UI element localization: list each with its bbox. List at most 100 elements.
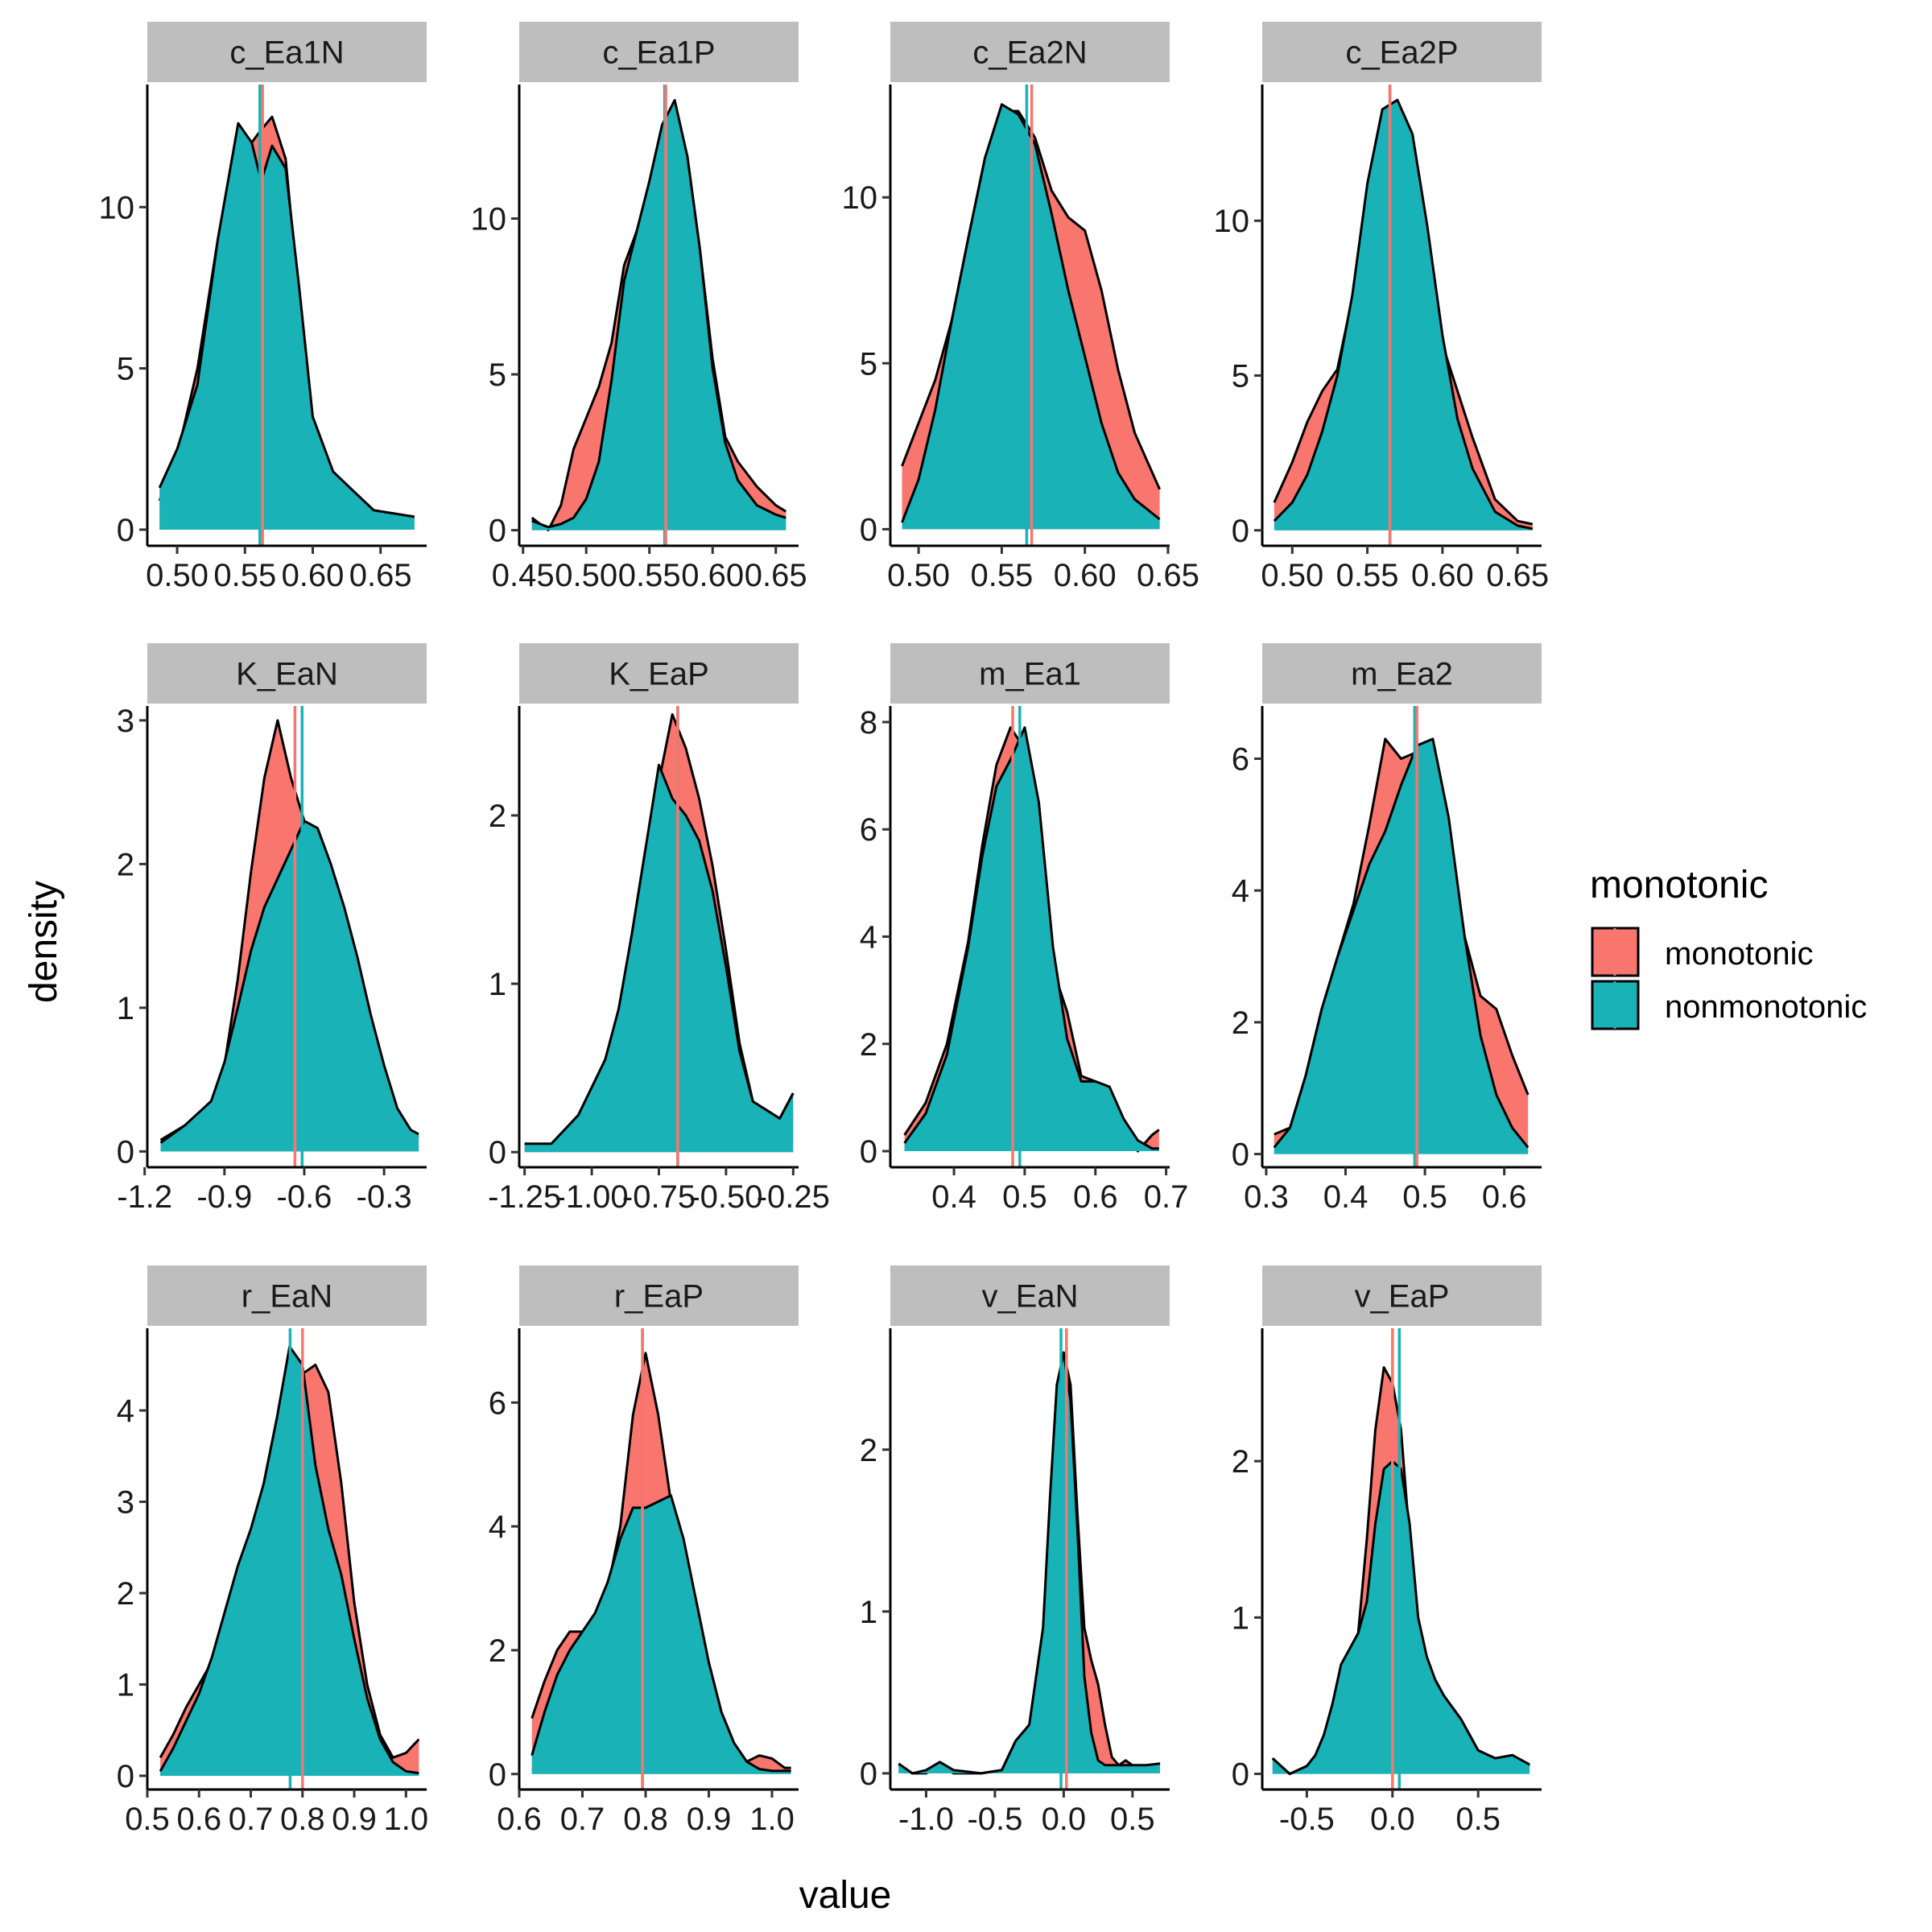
y-tick-label: 3	[117, 704, 134, 739]
plot-area	[530, 1328, 791, 1790]
x-tick-label: 0.4	[1323, 1179, 1368, 1215]
plot-area	[1273, 85, 1534, 546]
panel-title: m_Ea1	[979, 657, 1081, 692]
y-tick-label: 5	[860, 346, 877, 382]
y-tick-label: 5	[1232, 358, 1249, 394]
legend: monotonic monotonic nonmonotonic	[1590, 864, 1867, 1030]
x-tick-label: -1.25	[488, 1179, 561, 1215]
plot-area	[524, 706, 795, 1167]
panel-strip	[890, 1265, 1170, 1326]
x-tick-label: 0.0	[1370, 1802, 1415, 1837]
y-tick-label: 4	[489, 1509, 506, 1545]
panel-k-eap: K_EaP 0 1 2 -1.25-1.00-0.75-0.50-0.25	[488, 643, 830, 1215]
x-tick-label: 0.60	[681, 558, 744, 593]
plot-area	[903, 706, 1160, 1167]
panel-strip	[519, 1265, 799, 1326]
legend-label-nonmonotonic: nonmonotonic	[1665, 989, 1867, 1025]
panel-strip	[1262, 22, 1542, 82]
x-tick-label: 0.55	[618, 558, 681, 593]
x-tick-label: -1.0	[898, 1802, 954, 1837]
y-tick-label: 8	[860, 705, 877, 741]
density-outline-nonmonotonic	[158, 122, 415, 518]
y-tick-label: 0	[117, 1759, 134, 1794]
density-outline-nonmonotonic	[530, 1494, 791, 1773]
panel-title: K_EaN	[236, 657, 338, 692]
density-area-nonmonotonic	[160, 820, 419, 1152]
x-tick-label: 1.0	[383, 1802, 428, 1837]
y-tick-label: 2	[1232, 1444, 1249, 1480]
y-tick-label: 1	[489, 967, 506, 1002]
x-tick-label: 0.50	[887, 558, 950, 593]
density-area-nonmonotonic	[1274, 738, 1529, 1154]
x-tick-label: -0.5	[1279, 1802, 1335, 1837]
y-tick-label: 10	[471, 201, 507, 237]
y-tick-label: 1	[117, 991, 134, 1026]
y-tick-label: 2	[489, 799, 506, 834]
x-tick-label: 0.5	[1002, 1179, 1047, 1215]
x-tick-label: 0.55	[970, 558, 1033, 593]
y-tick-label: 0	[1232, 1137, 1249, 1173]
panel-k-ean: K_EaN 0 1 2 3 -1.2 -0.9 -0.6 -0.3	[117, 643, 427, 1215]
density-area-nonmonotonic	[159, 123, 415, 530]
y-tick-label: 4	[1232, 873, 1249, 909]
x-tick-label: 0.60	[1411, 558, 1474, 593]
x-tick-label: 0.8	[623, 1802, 668, 1837]
x-tick-label: 0.7	[229, 1802, 274, 1837]
x-tick-label: 0.50	[555, 558, 617, 593]
y-tick-label: 4	[860, 920, 877, 956]
x-tick-label: 0.6	[497, 1802, 542, 1837]
y-tick-label: 0	[860, 1757, 877, 1792]
y-tick-label: 10	[99, 190, 135, 225]
plot-area	[159, 1328, 420, 1790]
density-outline-nonmonotonic	[159, 819, 419, 1144]
density-outline-nonmonotonic	[1273, 98, 1534, 530]
x-tick-label: -0.75	[622, 1179, 696, 1215]
panel-title: r_EaP	[614, 1279, 704, 1315]
y-tick-label: 0	[860, 1134, 877, 1170]
y-tick-label: 0	[489, 514, 506, 549]
panel-strip	[147, 1265, 427, 1326]
x-tick-label: 1.0	[749, 1802, 795, 1837]
y-tick-label: 1	[1232, 1600, 1249, 1636]
x-tick-label: 0.55	[213, 558, 276, 593]
panel-title: v_EaN	[981, 1279, 1078, 1315]
plot-area	[530, 85, 787, 546]
x-tick-label: -0.3	[357, 1179, 412, 1215]
panel-strip	[1262, 1265, 1542, 1326]
y-tick-label: 2	[860, 1027, 877, 1063]
density-area-nonmonotonic	[1274, 100, 1533, 530]
x-tick-label: -0.9	[196, 1179, 252, 1215]
panel-title: m_Ea2	[1351, 657, 1453, 692]
x-tick-label: 0.5	[1110, 1802, 1155, 1837]
x-tick-label: 0.5	[1402, 1179, 1447, 1215]
legend-item-monotonic: monotonic	[1591, 927, 1814, 977]
x-tick-label: -0.25	[757, 1179, 830, 1215]
y-tick-label: 1	[117, 1668, 134, 1703]
panel-title: v_EaP	[1355, 1279, 1450, 1315]
panel-strip	[1262, 643, 1542, 704]
panel-m-ea1: m_Ea1 0 2 4 6 8 0.4 0.5 0.6 0.7	[860, 643, 1189, 1215]
density-outline-nonmonotonic	[1271, 1459, 1530, 1776]
density-area-monotonic	[898, 1352, 1160, 1773]
density-area-nonmonotonic	[531, 1495, 791, 1774]
panel-v-eap: v_EaP 0 1 2 -0.5 0.0 0.5	[1232, 1265, 1542, 1837]
x-tick-label: 0.0	[1042, 1802, 1087, 1837]
density-outline-monotonic	[530, 1352, 791, 1769]
x-tick-label: 0.5	[125, 1802, 170, 1837]
panel-strip	[890, 643, 1170, 704]
x-tick-label: 0.7	[1144, 1179, 1189, 1215]
density-area-nonmonotonic	[1272, 1461, 1530, 1774]
x-tick-label: 0.9	[687, 1802, 732, 1837]
y-axis-title: density	[23, 881, 65, 1003]
panel-m-ea2: m_Ea2 0 2 4 6 0.3 0.4 0.5 0.6	[1232, 643, 1542, 1215]
x-tick-label: -1.00	[555, 1179, 629, 1215]
x-tick-label: -0.5	[967, 1802, 1022, 1837]
x-tick-label: 0.60	[1054, 558, 1117, 593]
panel-strip	[147, 643, 427, 704]
legend-title: monotonic	[1590, 864, 1768, 906]
plot-area	[898, 1328, 1161, 1790]
density-outline-nonmonotonic	[898, 1351, 1161, 1775]
y-tick-label: 0	[117, 1134, 134, 1170]
